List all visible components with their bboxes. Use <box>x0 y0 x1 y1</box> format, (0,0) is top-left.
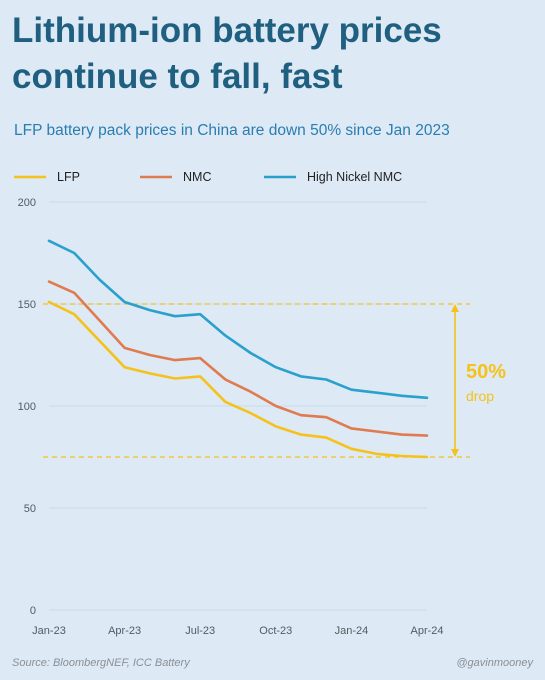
x-tick-label: Apr-23 <box>108 625 141 637</box>
y-tick-label: 0 <box>30 605 36 617</box>
y-tick-label: 50 <box>24 503 36 515</box>
x-tick-label: Apr-24 <box>410 625 443 637</box>
series-line-lfp <box>47 300 429 459</box>
x-tick-label: Jul-23 <box>185 625 215 637</box>
legend-label: High Nickel NMC <box>307 170 402 184</box>
y-tick-label: 100 <box>18 401 36 413</box>
y-tick-label: 150 <box>18 299 36 311</box>
legend-label: NMC <box>183 170 211 184</box>
drop-text-label: drop <box>466 388 494 404</box>
chart-subtitle: LFP battery pack prices in China are dow… <box>14 122 450 139</box>
source-note: Source: BloombergNEF, ICC Battery <box>12 657 190 669</box>
drop-arrow-head-bottom <box>451 449 459 457</box>
chart-title: Lithium-ion battery prices continue to f… <box>12 8 537 100</box>
x-tick-label: Jan-23 <box>32 625 66 637</box>
drop-arrow-head-top <box>451 304 459 312</box>
y-tick-label: 200 <box>18 197 36 209</box>
title-line-2: continue to fall, fast <box>12 57 343 96</box>
legend-label: LFP <box>57 170 80 184</box>
drop-percent-label: 50% <box>466 361 506 383</box>
x-tick-label: Oct-23 <box>259 625 292 637</box>
author-handle: @gavinmooney <box>456 657 533 669</box>
series-line-nmc <box>47 280 429 437</box>
x-tick-label: Jan-24 <box>335 625 369 637</box>
series-line-high-nickel-nmc <box>47 239 429 400</box>
title-line-1: Lithium-ion battery prices <box>12 11 442 50</box>
